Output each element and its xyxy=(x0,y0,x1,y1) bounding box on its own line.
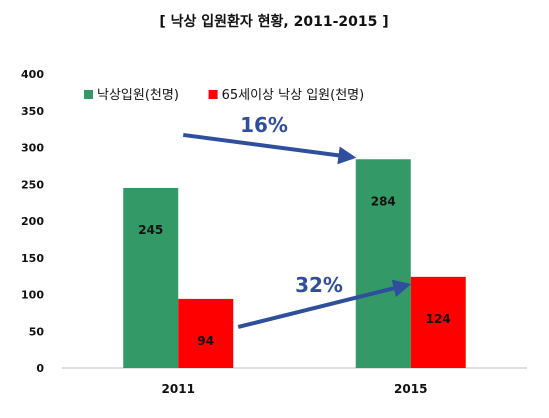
bar-2015-series-1 xyxy=(355,159,411,368)
annotations: 16% 32% xyxy=(182,113,412,329)
bars: 245 284 94 124 xyxy=(123,159,466,368)
y-tick-label: 100 xyxy=(21,289,44,302)
legend-swatch xyxy=(84,90,93,99)
y-tick-label: 0 xyxy=(36,362,44,375)
data-label: 245 xyxy=(138,223,163,237)
bar-2015-series-2 xyxy=(410,276,466,368)
growth-arrow xyxy=(182,132,357,165)
y-tick-label: 250 xyxy=(21,178,44,191)
growth-arrow xyxy=(237,279,412,329)
x-axis: 2011 2015 xyxy=(162,382,428,396)
legend-label: 65세이상 낙상 입원(천명) xyxy=(222,88,365,103)
x-tick-label: 2011 xyxy=(162,382,195,396)
y-tick-label: 150 xyxy=(21,252,44,265)
x-tick-label: 2015 xyxy=(394,382,427,396)
legend: 낙상입원(천명) 65세이상 낙상 입원(천명) xyxy=(84,88,364,103)
y-tick-label: 350 xyxy=(21,105,44,118)
y-tick-label: 200 xyxy=(21,215,44,228)
y-tick-label: 400 xyxy=(21,68,44,81)
data-label: 94 xyxy=(197,334,214,348)
growth-label: 32% xyxy=(295,273,343,297)
bar-2011-series-1 xyxy=(123,187,179,368)
y-tick-label: 300 xyxy=(21,142,44,155)
data-label: 124 xyxy=(426,312,451,326)
chart-title: [ 낙상 입원환자 현황, 2011-2015 ] xyxy=(159,13,388,30)
bar-2011-series-2 xyxy=(178,298,234,368)
legend-label: 낙상입원(천명) xyxy=(97,88,179,103)
growth-label: 16% xyxy=(240,113,288,137)
data-label: 284 xyxy=(371,194,396,208)
y-tick-label: 50 xyxy=(29,325,45,338)
legend-swatch xyxy=(208,90,218,99)
y-axis: 0 50 100 150 200 250 300 350 400 xyxy=(21,68,44,375)
